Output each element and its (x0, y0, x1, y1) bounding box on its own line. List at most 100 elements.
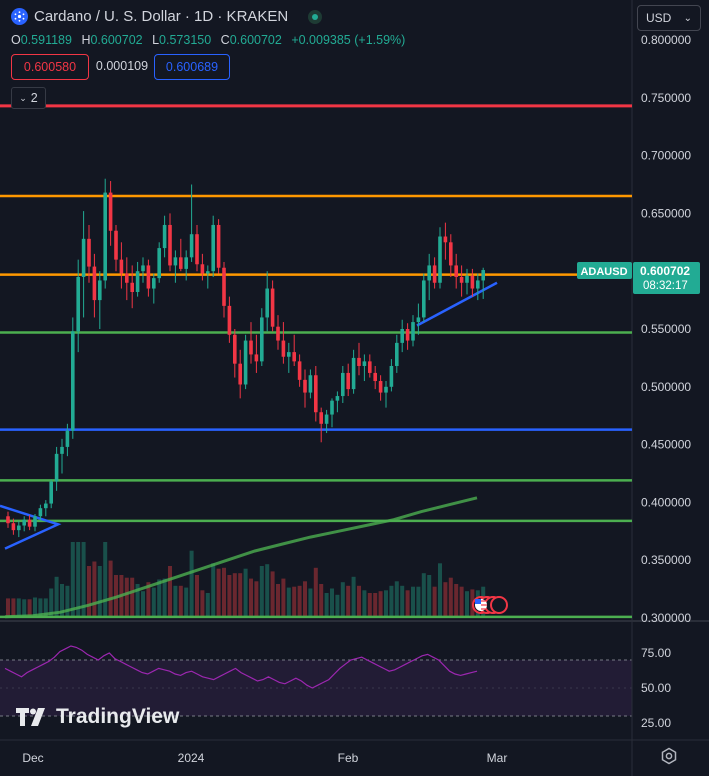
candle (378, 375, 383, 401)
volume-bar (357, 585, 361, 617)
candle-body (384, 386, 388, 393)
candle-body (11, 523, 16, 531)
volume-bar (227, 575, 232, 617)
candle (11, 518, 16, 535)
candle-body (292, 352, 296, 362)
candle-body (324, 414, 329, 424)
volume-bar (308, 588, 313, 617)
candle-body (222, 267, 226, 306)
volume-bar (162, 578, 167, 617)
candle (44, 500, 48, 517)
volume-bar (324, 593, 329, 617)
volume-bar (205, 593, 210, 617)
candle (76, 259, 80, 353)
volume-bar (135, 584, 140, 617)
candle (108, 181, 113, 246)
volume-bar (60, 584, 64, 617)
tradingview-logo[interactable]: TradingView (16, 705, 179, 729)
buy-button[interactable]: 0.600689 (154, 54, 230, 80)
candle-body (38, 508, 43, 517)
candle-body (103, 192, 107, 281)
candle-body (168, 224, 172, 266)
currency-select[interactable]: USD ⌄ (637, 5, 701, 31)
candle-body (427, 265, 431, 281)
candle (216, 219, 221, 274)
volume-bar (330, 588, 334, 617)
candle-body (314, 375, 318, 413)
volume-bar (249, 578, 253, 617)
candle (384, 381, 388, 408)
flag-canton (475, 599, 481, 604)
price-tick-label: 0.550000 (641, 322, 691, 336)
settings-icon[interactable] (660, 747, 678, 770)
candle-body (276, 326, 280, 341)
candle-body (227, 305, 232, 335)
candle (303, 369, 307, 408)
time-tick-label: Dec (22, 751, 43, 765)
candle-body (141, 265, 145, 272)
ohlc-readout: O0.591189 H0.600702 L0.573150 C0.600702 … (11, 33, 411, 47)
candle (465, 268, 469, 295)
candle-body (17, 525, 21, 531)
high-value: 0.600702 (90, 33, 143, 47)
volume-bar (43, 598, 48, 617)
candle (438, 227, 442, 289)
candle (243, 334, 248, 390)
candle-body (179, 257, 183, 269)
volume-bar (184, 587, 189, 617)
volume-bar (22, 599, 27, 617)
volume-bar (157, 579, 162, 617)
volume-bar (243, 568, 248, 617)
candle (146, 259, 151, 297)
candle-body (373, 372, 377, 382)
volume-bar (297, 585, 302, 617)
price-tick-label: 0.800000 (641, 33, 691, 47)
candle (141, 257, 145, 283)
candle-body (330, 400, 334, 415)
volume-bar (54, 576, 59, 617)
candle (335, 391, 340, 413)
time-tick-label: Mar (487, 751, 508, 765)
volume-bar (70, 542, 75, 617)
open-value: 0.591189 (20, 33, 72, 47)
event-marker-icon[interactable] (490, 596, 508, 614)
us-flag-icon[interactable] (475, 599, 487, 611)
candle-body (459, 276, 464, 283)
candle-body (108, 192, 113, 231)
candle (27, 515, 32, 531)
symbol-header[interactable]: Cardano / U. S. Dollar · 1D · KRAKEN (11, 8, 323, 25)
volume-bar (173, 585, 178, 617)
candle (103, 178, 107, 289)
volume-bar (270, 571, 275, 617)
candle-body (125, 273, 129, 283)
candle-body (405, 329, 410, 341)
candle-body (233, 334, 237, 364)
candle-body (346, 372, 350, 390)
candle-body (98, 280, 102, 301)
triangle-pattern[interactable] (0, 504, 62, 550)
volume-bar (108, 560, 113, 617)
volume-bar (232, 573, 237, 617)
volume-bar (465, 591, 469, 617)
volume-bar (141, 591, 145, 617)
market-open-icon (308, 9, 323, 24)
candle-body (297, 361, 302, 380)
candle-body (243, 340, 248, 385)
candle (481, 267, 485, 299)
candle (49, 479, 53, 509)
indicators-toggle[interactable]: ⌄ 2 (11, 87, 46, 109)
candle-body (357, 357, 361, 366)
sell-button[interactable]: 0.600580 (11, 54, 89, 80)
candle-body (189, 234, 194, 258)
candle-body (200, 264, 205, 274)
volume-bar (265, 564, 270, 617)
bar-countdown-text: 08:32:17 (643, 280, 688, 292)
volume-bar (448, 577, 453, 617)
candle-body (476, 280, 480, 289)
candle-body (481, 270, 485, 281)
candle-body (119, 259, 124, 274)
change-value: +0.009385 (+1.59%) (291, 33, 406, 47)
chevron-down-icon: ⌄ (19, 92, 27, 103)
close-label: C (220, 33, 230, 47)
